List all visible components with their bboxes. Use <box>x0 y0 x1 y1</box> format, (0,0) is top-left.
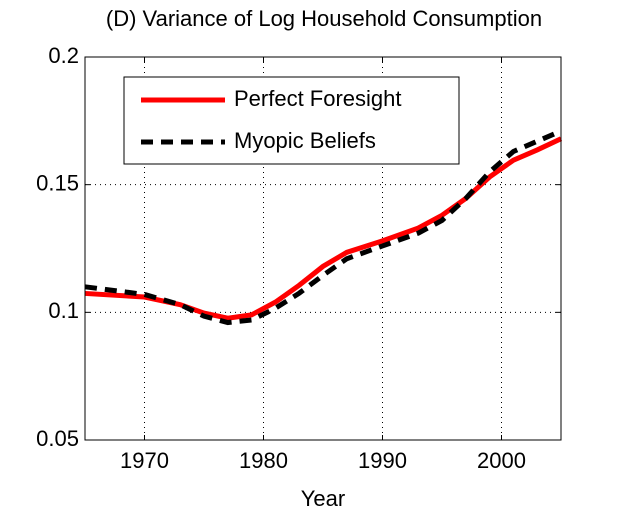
legend-box <box>123 76 460 165</box>
y-tick-label: 0.15 <box>36 170 79 195</box>
x-tick-label: 1980 <box>239 448 288 473</box>
legend-label: Perfect Foresight <box>234 86 402 111</box>
series-line <box>84 128 562 326</box>
series-line <box>84 136 563 321</box>
x-axis-label: Year <box>301 486 345 511</box>
x-tick-label: 2000 <box>477 448 526 473</box>
y-tick-label: 0.2 <box>48 43 79 68</box>
y-tick-label: 0.05 <box>36 426 79 451</box>
x-tick-label: 1970 <box>120 448 169 473</box>
y-tick-label: 0.1 <box>48 298 79 323</box>
x-tick-label: 1990 <box>358 448 407 473</box>
legend-label: Myopic Beliefs <box>234 128 376 153</box>
chart-title: (D) Variance of Log Household Consumptio… <box>106 6 542 31</box>
plot-frame <box>84 56 562 441</box>
